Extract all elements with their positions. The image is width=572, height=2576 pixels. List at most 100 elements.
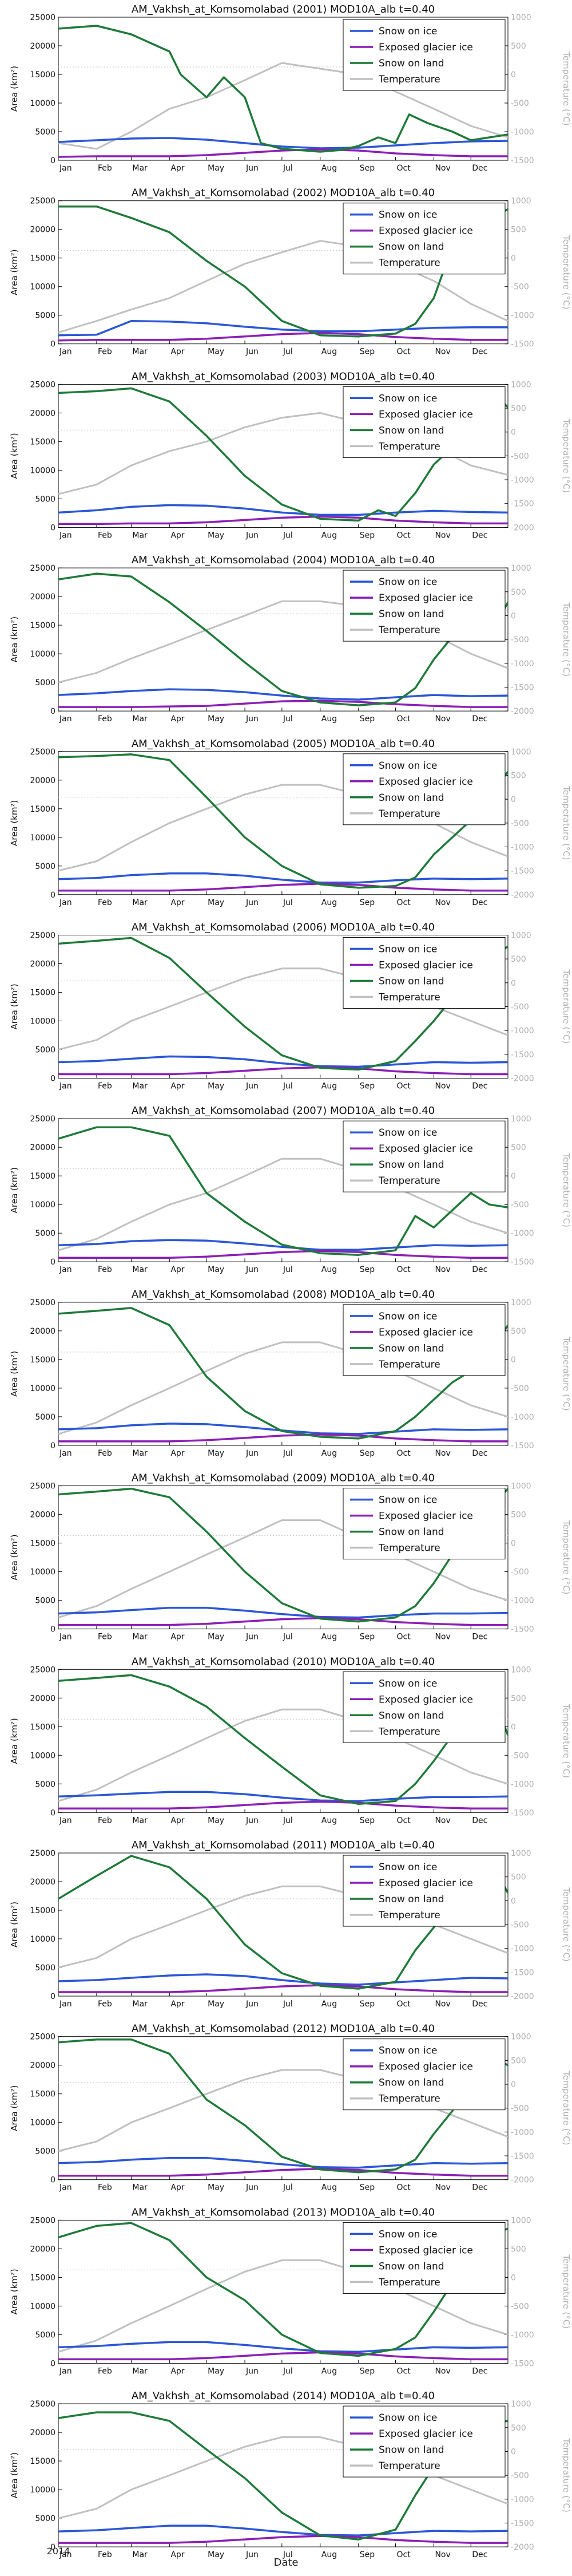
y2-tick-label: 0: [511, 70, 516, 80]
month-label: Nov: [435, 2366, 450, 2376]
month-label: Apr: [170, 2000, 184, 2009]
month-label: Jan: [59, 1265, 72, 1274]
legend-label: Snow on ice: [379, 2412, 437, 2424]
month-label: Nov: [435, 1082, 450, 1091]
legend-label: Temperature: [378, 74, 440, 85]
month-label: Jul: [283, 2000, 293, 2009]
chart-panel: AM_Vakhsh_at_Komsomolabad (2007) MOD10A_…: [9, 1105, 571, 1274]
month-label: May: [208, 164, 224, 173]
month-label: Jun: [245, 2366, 259, 2376]
y-tick-label: 10000: [30, 1017, 55, 1026]
chart-panel: AM_Vakhsh_at_Komsomolabad (2008) MOD10A_…: [9, 1289, 571, 1458]
month-label: Oct: [397, 531, 411, 540]
y2-tick-label: -500: [511, 2104, 529, 2113]
y2-tick-label: -1000: [511, 1945, 534, 1954]
legend-label: Snow on land: [379, 2261, 444, 2272]
legend-label: Snow on ice: [379, 944, 437, 955]
series-line-snow-on-ice: [58, 1239, 508, 1251]
y-tick-label: 0: [50, 1441, 55, 1451]
y2-tick-label: -1000: [511, 1026, 534, 1036]
month-label: Mar: [132, 531, 148, 540]
month-label: Apr: [170, 531, 184, 540]
legend-label: Exposed glacier ice: [379, 226, 473, 237]
month-label: Sep: [360, 714, 375, 724]
month-label: Aug: [321, 1633, 337, 1642]
series-line-exposed-glacier-ice: [58, 515, 508, 526]
legend-label: Exposed glacier ice: [379, 2061, 473, 2073]
y2-tick-label: -1500: [511, 1258, 534, 1267]
month-label: Sep: [360, 2550, 375, 2559]
y2-tick-label: -1000: [511, 2128, 534, 2137]
month-label: Dec: [472, 1082, 487, 1091]
y2-tick-label: -1000: [511, 659, 534, 669]
month-label: Oct: [397, 1633, 411, 1642]
y2-tick-label: -1500: [511, 2152, 534, 2161]
legend-label: Temperature: [378, 808, 440, 820]
y2-tick-label: -1000: [511, 2330, 534, 2340]
month-label: Jan: [59, 1082, 72, 1091]
y2-tick-label: -500: [511, 283, 529, 292]
month-label: Jan: [59, 2183, 72, 2192]
y-tick-label: 20000: [30, 409, 55, 418]
month-label: Jul: [283, 164, 293, 173]
legend-label: Temperature: [378, 1175, 440, 1187]
legend-label: Snow on ice: [379, 1127, 437, 1139]
month-label: Jun: [245, 1265, 259, 1274]
y-tick-label: 15000: [30, 1172, 55, 1181]
month-label: Dec: [472, 2366, 487, 2376]
y2-tick-label: -1500: [511, 1625, 534, 1634]
month-label: Oct: [397, 2366, 411, 2376]
y2-tick-label: -1000: [511, 1597, 534, 1606]
y-tick-label: 5000: [35, 311, 55, 321]
chart-title: AM_Vakhsh_at_Komsomolabad (2006) MOD10A_…: [132, 922, 435, 934]
series-line-snow-on-ice: [58, 2524, 508, 2537]
y-tick-label: 10000: [30, 1568, 55, 1577]
y-axis-label: Area (km²): [9, 800, 19, 846]
legend-label: Snow on ice: [379, 1311, 437, 1322]
month-label: Jun: [245, 531, 259, 540]
series-line-exposed-glacier-ice: [58, 148, 508, 158]
month-label: Apr: [170, 2183, 184, 2192]
month-label: Mar: [132, 2550, 148, 2559]
month-label: Jul: [283, 2366, 293, 2376]
month-label: Feb: [98, 1265, 112, 1274]
series-line-exposed-glacier-ice: [58, 2167, 508, 2177]
y2-axis-label: Temperature (°C): [561, 51, 571, 125]
month-label: Nov: [435, 1265, 450, 1274]
y2-tick-label: 0: [511, 1172, 516, 1181]
y2-tick-label: -1500: [511, 2519, 534, 2528]
y2-tick-label: -1000: [511, 1229, 534, 1238]
series-line-snow-on-land: [58, 25, 508, 153]
y-tick-label: 0: [50, 1992, 55, 2001]
series-line-exposed-glacier-ice: [58, 1617, 508, 1626]
month-label: Feb: [98, 1082, 112, 1091]
month-label: Jan: [59, 898, 72, 907]
month-label: Nov: [435, 164, 450, 173]
chart-panel: AM_Vakhsh_at_Komsomolabad (2009) MOD10A_…: [9, 1472, 571, 1642]
y2-tick-label: -500: [511, 452, 529, 461]
y2-tick-label: 0: [511, 254, 516, 263]
legend-label: Exposed glacier ice: [379, 1694, 473, 1705]
month-label: May: [208, 898, 224, 907]
month-label: May: [208, 2183, 224, 2192]
series-line-exposed-glacier-ice: [58, 2351, 508, 2361]
y2-tick-label: -500: [511, 1384, 529, 1393]
y-tick-label: 25000: [30, 2216, 55, 2225]
month-label: May: [208, 1816, 224, 1825]
y2-tick-label: 500: [511, 2424, 526, 2433]
series-line-snow-on-ice: [58, 1973, 508, 1986]
y2-tick-label: -1500: [511, 1441, 534, 1451]
month-label: Jun: [245, 2550, 259, 2559]
y2-tick-label: 500: [511, 588, 526, 597]
month-label: Oct: [397, 1449, 411, 1458]
y-tick-label: 10000: [30, 99, 55, 108]
y2-axis-label: Temperature (°C): [561, 785, 571, 860]
month-label: Aug: [321, 2183, 337, 2192]
month-label: May: [208, 714, 224, 724]
y-tick-label: 5000: [35, 128, 55, 137]
legend-label: Temperature: [378, 1543, 440, 1554]
chart-panel: AM_Vakhsh_at_Komsomolabad (2005) MOD10A_…: [9, 738, 571, 907]
month-label: Sep: [360, 347, 375, 357]
y-tick-label: 10000: [30, 2486, 55, 2495]
